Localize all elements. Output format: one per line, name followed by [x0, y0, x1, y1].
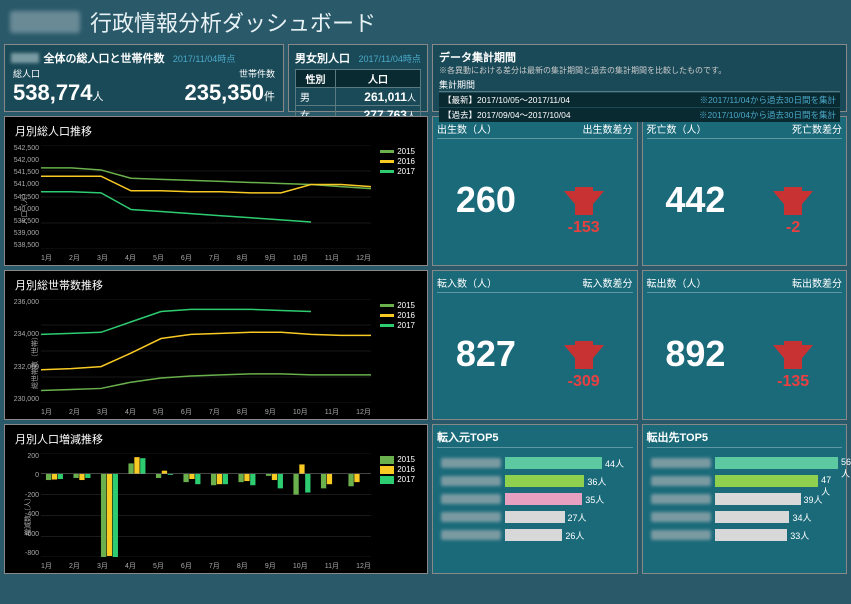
logo-placeholder	[10, 11, 80, 33]
page-title: 行政情報分析ダッシュボード	[90, 6, 376, 38]
pop-timestamp: 2017/11/04時点	[173, 54, 235, 64]
kpi-deaths: 死亡数（人）死亡数差分 442 -2	[642, 116, 848, 266]
kpi-grid: 出生数（人）出生数差分 260 -153 死亡数（人）死亡数差分 442 -2 …	[432, 116, 847, 574]
top5-out: 転出先TOP556人47人39人34人33人	[642, 424, 848, 574]
top5-row: 36人	[441, 472, 629, 490]
top5-row: 56人	[651, 454, 839, 472]
households: 235,350	[184, 80, 264, 105]
top5-in: 転入元TOP544人36人35人27人26人	[432, 424, 638, 574]
kpi-movein: 転入数（人）転入数差分 827 -309	[432, 270, 638, 420]
kpi-births: 出生数（人）出生数差分 260 -153	[432, 116, 638, 266]
pop-panel-title: 全体の総人口と世帯件数	[43, 53, 164, 65]
kpi-moveout: 転出数（人）転出数差分 892 -135	[642, 270, 848, 420]
top5-row: 35人	[441, 490, 629, 508]
chart-population: 月別総人口推移 人口（人） 542,500542,000541,500541,0…	[4, 116, 428, 266]
pop-sub-right: 世帯件数	[239, 67, 275, 80]
top5-row: 47人	[651, 472, 839, 490]
arrow-down-icon	[773, 191, 813, 215]
top5-row: 27人	[441, 508, 629, 526]
total-pop: 538,774	[13, 80, 93, 105]
top5-row: 39人	[651, 490, 839, 508]
top5-row: 44人	[441, 454, 629, 472]
chart-change: 月別人口増減推移 増減数（人） 2000-200-400-600-800 1月2…	[4, 424, 428, 574]
chart-households: 月別総世帯数推移 総世帯数（世帯） 236,000234,000232,0002…	[4, 270, 428, 420]
population-panel: 全体の総人口と世帯件数 2017/11/04時点 総人口 世帯件数 538,77…	[4, 44, 284, 112]
pop-sub-left: 総人口	[13, 67, 40, 80]
arrow-down-icon	[564, 345, 604, 369]
arrow-down-icon	[564, 191, 604, 215]
arrow-down-icon	[773, 345, 813, 369]
period-panel: データ集計期間 ※各異動における差分は最新の集計期間と過去の集計期間を比較したも…	[432, 44, 847, 112]
top5-row: 26人	[441, 526, 629, 544]
top5-row: 34人	[651, 508, 839, 526]
header: 行政情報分析ダッシュボード	[4, 4, 847, 44]
gender-panel: 男女別人口 2017/11/04時点 性別人口 男261,011人 女277,7…	[288, 44, 428, 112]
top5-row: 33人	[651, 526, 839, 544]
